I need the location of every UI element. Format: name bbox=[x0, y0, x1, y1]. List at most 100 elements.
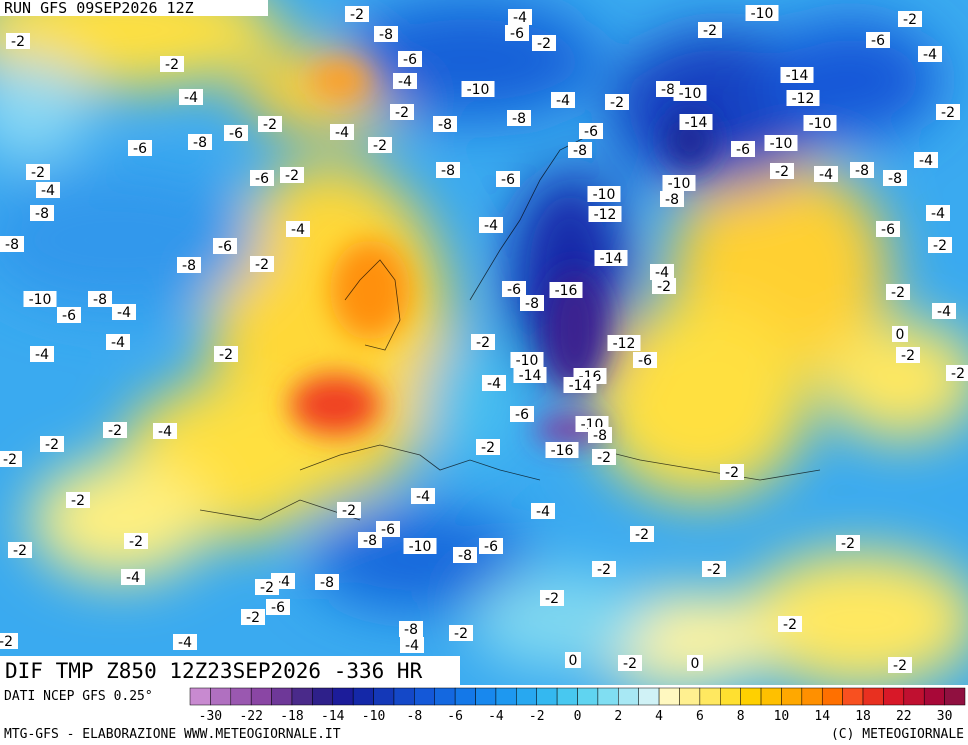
colorbar-swatch bbox=[679, 687, 701, 706]
contour-label-text: -8 bbox=[404, 622, 418, 638]
colorbar-swatch bbox=[923, 687, 945, 706]
contour-label-box bbox=[30, 205, 54, 221]
contour-label-text: -10 bbox=[809, 116, 832, 132]
contour-label: -2 bbox=[720, 464, 744, 481]
contour-label-text: -2 bbox=[260, 580, 274, 596]
contour-label-text: -2 bbox=[219, 347, 233, 363]
contour-label-text: -4 bbox=[291, 222, 305, 238]
contour-label-box bbox=[731, 141, 755, 157]
colorbar-tick-label: 14 bbox=[814, 709, 830, 724]
contour-label-box bbox=[650, 264, 674, 280]
contour-label-text: -4 bbox=[117, 305, 131, 321]
contour-label: -16 bbox=[545, 442, 579, 459]
contour-label: -8 bbox=[399, 621, 423, 638]
contour-label-text: -8 bbox=[5, 237, 19, 253]
colorbar-tick-label: -22 bbox=[239, 709, 262, 724]
colorbar-swatch bbox=[740, 687, 762, 706]
contour-label-text: -10 bbox=[679, 86, 702, 102]
colorbar-swatch bbox=[821, 687, 843, 706]
colorbar: -30 -22 -18 -14 -10 -8 -6 -4 -2 0 2 4 6 8 10 14 18 22 30 bbox=[189, 687, 966, 724]
contour-label: -2 bbox=[337, 502, 361, 519]
contour-label-text: -2 bbox=[635, 527, 649, 543]
contour-label: -8 bbox=[883, 170, 907, 187]
contour-label-text: -2 bbox=[933, 238, 947, 254]
contour-label-text: -2 bbox=[841, 536, 855, 552]
contour-label: -2 bbox=[476, 439, 500, 456]
contour-label-box bbox=[926, 205, 950, 221]
colorbar-swatch bbox=[189, 687, 211, 706]
contour-label-text: -6 bbox=[501, 172, 515, 188]
contour-label-box bbox=[0, 451, 22, 467]
contour-label-box bbox=[780, 67, 814, 83]
contour-label-box bbox=[563, 377, 597, 393]
contour-label: -8 bbox=[188, 134, 212, 151]
contour-label: -2 bbox=[592, 561, 616, 578]
contour-label: -6 bbox=[496, 171, 520, 188]
contour-label-text: -6 bbox=[510, 26, 524, 42]
contour-label-text: -2 bbox=[3, 452, 17, 468]
colorbar-tick-label: 4 bbox=[655, 709, 663, 724]
contour-label-box bbox=[479, 217, 503, 233]
colorbar-swatch bbox=[210, 687, 232, 706]
contour-label-box bbox=[510, 352, 544, 368]
colorbar-swatch bbox=[883, 687, 905, 706]
contour-label-text: -10 bbox=[668, 176, 691, 192]
contour-label-text: -2 bbox=[725, 465, 739, 481]
contour-label-box bbox=[513, 367, 547, 383]
contour-label-box bbox=[587, 186, 621, 202]
contour-label: -4 bbox=[918, 46, 942, 63]
contour-label: -10 bbox=[673, 85, 707, 102]
contour-label: -10 bbox=[23, 291, 57, 308]
colorbar-swatch bbox=[230, 687, 252, 706]
contour-label: -2 bbox=[471, 334, 495, 351]
contour-label-text: -8 bbox=[35, 206, 49, 222]
contour-label: -14 bbox=[780, 67, 814, 84]
colorbar-tick-label: -8 bbox=[407, 709, 423, 724]
contour-label-text: -8 bbox=[512, 111, 526, 127]
contour-label: -8 bbox=[588, 427, 612, 444]
contour-label-box bbox=[471, 334, 495, 350]
contour-label-box bbox=[652, 278, 676, 294]
contour-label-box bbox=[505, 25, 529, 41]
contour-label: -10 bbox=[803, 115, 837, 132]
contour-label-box bbox=[258, 116, 282, 132]
contour-label: 0 bbox=[687, 655, 703, 672]
contour-label: -8 bbox=[30, 205, 54, 222]
contour-label: -2 bbox=[124, 533, 148, 550]
contour-label: -6 bbox=[502, 281, 526, 298]
colorbar-tick-label: 10 bbox=[774, 709, 790, 724]
contour-label-box bbox=[618, 655, 642, 671]
header-box bbox=[0, 0, 268, 16]
contour-label-text: -4 bbox=[923, 47, 937, 63]
contour-label-box bbox=[551, 92, 575, 108]
contour-label: -8 bbox=[660, 191, 684, 208]
contour-label-text: -2 bbox=[71, 493, 85, 509]
contour-label: -2 bbox=[592, 449, 616, 466]
contour-label: -8 bbox=[0, 236, 24, 253]
contour-label-text: -6 bbox=[381, 522, 395, 538]
contour-label: -4 bbox=[508, 9, 532, 26]
contour-label-box bbox=[224, 125, 248, 141]
contour-label-box bbox=[8, 542, 32, 558]
contour-label-box bbox=[520, 295, 544, 311]
contour-label-text: -6 bbox=[403, 52, 417, 68]
contour-label: -4 bbox=[286, 221, 310, 238]
colorbar-swatch bbox=[903, 687, 925, 706]
contour-label-text: -6 bbox=[133, 141, 147, 157]
contour-label-box bbox=[540, 590, 564, 606]
colorbar-swatch bbox=[393, 687, 415, 706]
contour-label-text: -6 bbox=[871, 33, 885, 49]
contour-label-text: -14 bbox=[519, 368, 542, 384]
contour-label: -6 bbox=[866, 32, 890, 49]
contour-label-text: -2 bbox=[0, 634, 13, 650]
contour-label-box bbox=[673, 85, 707, 101]
contour-label: -4 bbox=[914, 152, 938, 169]
contour-label-box bbox=[399, 621, 423, 637]
contour-label-box bbox=[250, 170, 274, 186]
colorbar-tick-label: -14 bbox=[321, 709, 345, 724]
contour-label: -4 bbox=[106, 334, 130, 351]
contour-label-text: -16 bbox=[551, 443, 574, 459]
contour-label-box bbox=[255, 579, 279, 595]
contour-label-box bbox=[592, 449, 616, 465]
